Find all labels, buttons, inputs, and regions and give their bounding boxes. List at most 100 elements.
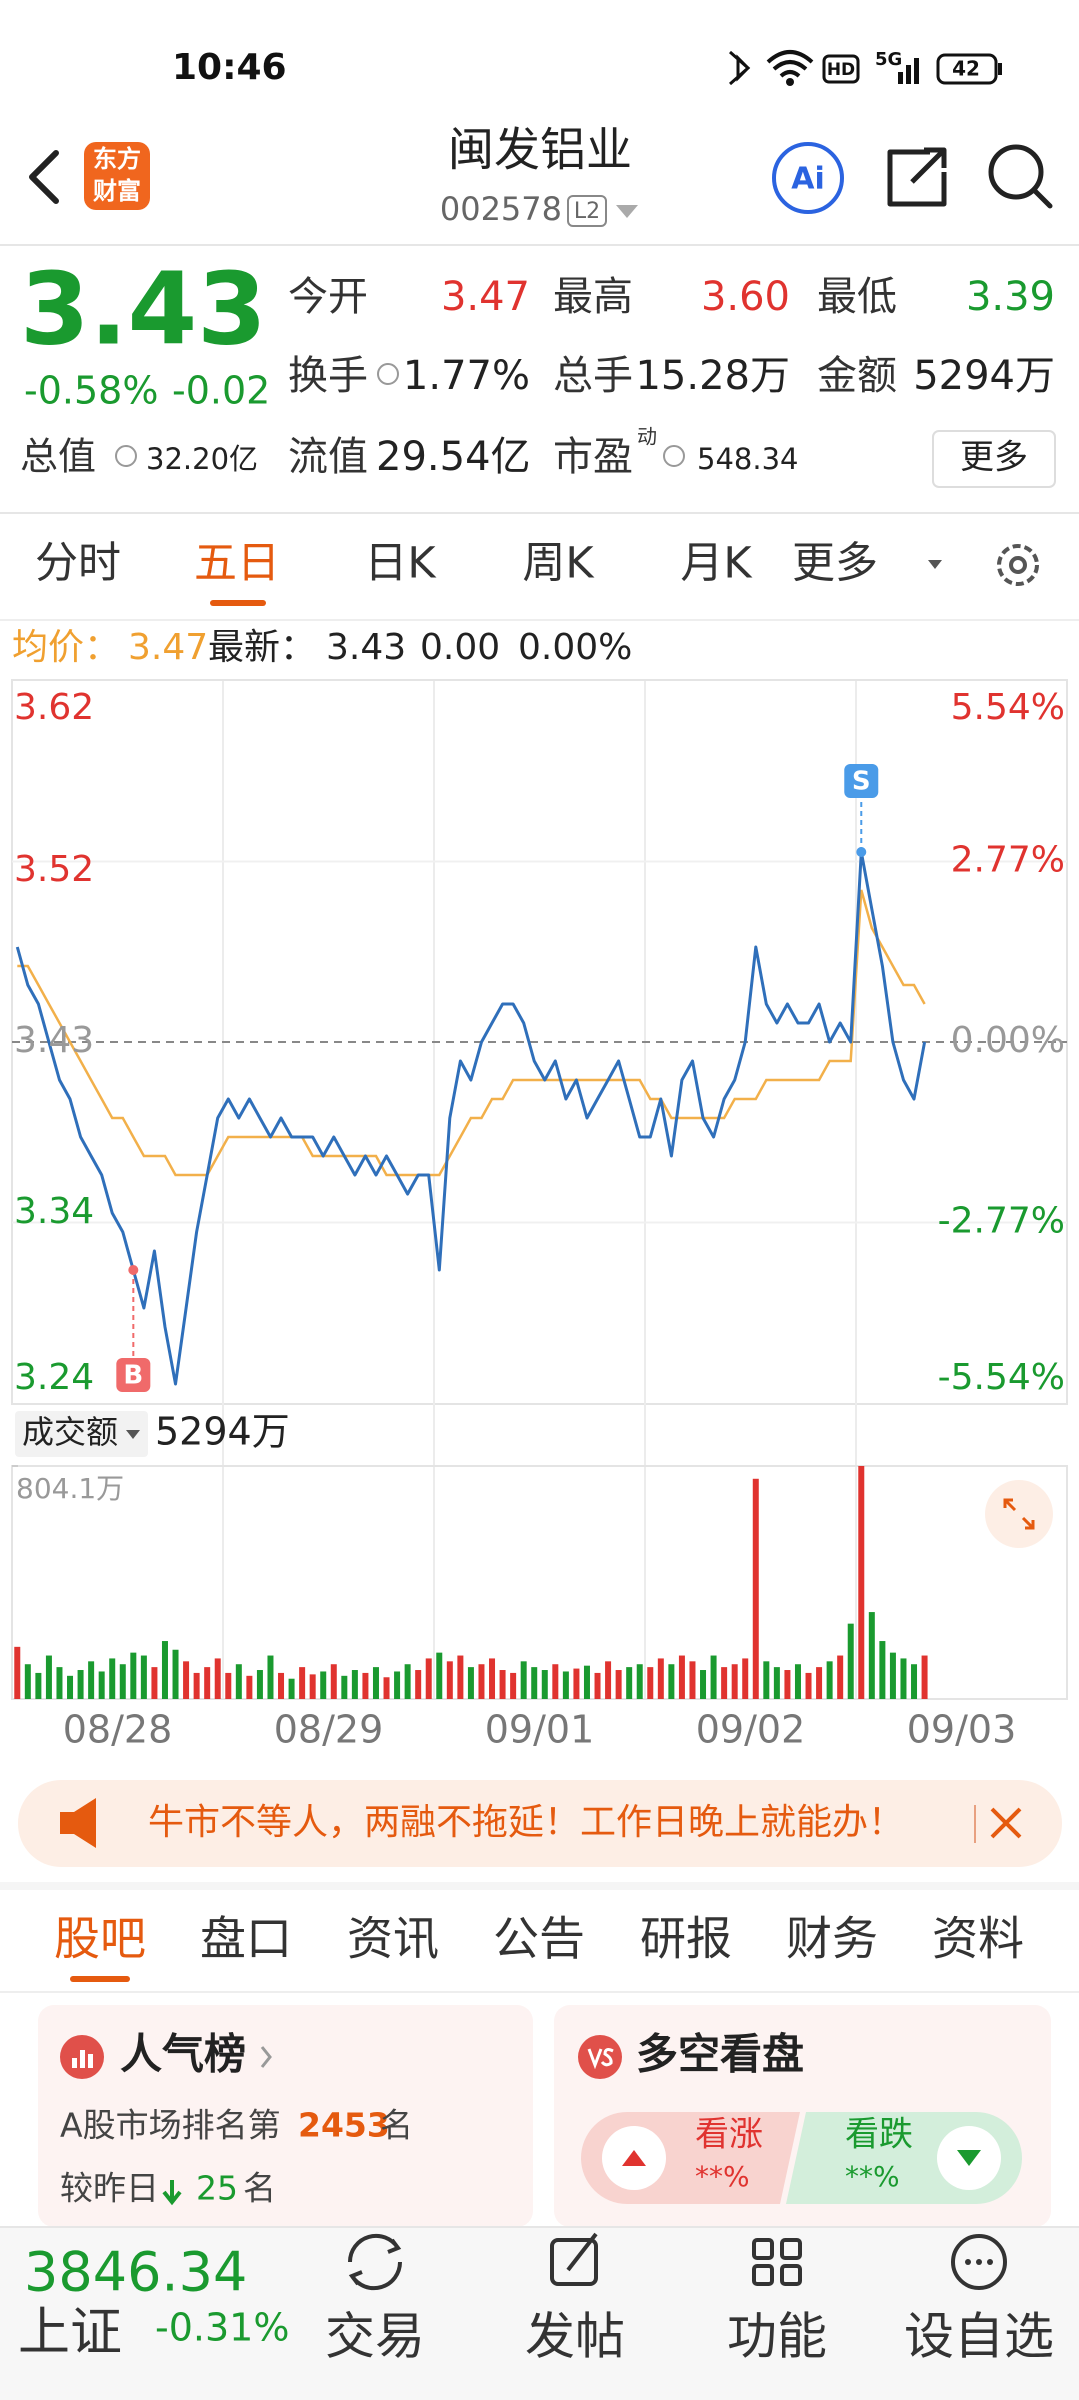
trade-icon[interactable] — [347, 2233, 403, 2291]
more-button[interactable] — [932, 430, 1056, 488]
tab-indicator — [210, 600, 266, 606]
field-value: 15.28万 — [635, 353, 790, 399]
index-change[interactable]: -0.31% — [155, 2306, 289, 2350]
signal-bar — [914, 58, 919, 84]
dropdown-arrow[interactable] — [928, 560, 942, 569]
info-icon[interactable] — [663, 445, 685, 467]
section-tab[interactable]: 研报 — [640, 1912, 732, 1966]
y-tick-label: 3.43 — [14, 1020, 94, 1061]
expand-button[interactable] — [985, 1480, 1053, 1548]
volume-bar — [67, 1675, 74, 1699]
index-value[interactable]: 3846.34 — [24, 2241, 247, 2304]
card-title: 人气榜 — [120, 2030, 246, 2079]
period-tab[interactable]: 五日 — [194, 539, 280, 589]
function-icon[interactable] — [780, 2264, 802, 2286]
y-tick-label: 3.52 — [14, 849, 94, 890]
battery-icon — [936, 53, 998, 85]
banner-text[interactable]: 牛市不等人，两融不拖延！工作日晚上就能办！ — [148, 1802, 904, 1843]
section-tab[interactable]: 盘口 — [200, 1912, 292, 1966]
volume-bar — [383, 1677, 390, 1699]
field-value: 3.47 — [441, 274, 530, 320]
volume-bar — [816, 1667, 823, 1699]
period-tab[interactable]: 分时 — [35, 539, 121, 589]
function-icon[interactable] — [752, 2264, 774, 2286]
bottom-action[interactable]: 交易 — [325, 2308, 425, 2366]
share-button[interactable] — [887, 147, 947, 207]
ai-button[interactable]: Ai — [791, 162, 825, 197]
promo-banner[interactable] — [18, 1780, 1062, 1867]
y2-tick-label: 2.77% — [951, 840, 1065, 881]
bottom-action[interactable]: 设自选 — [904, 2308, 1054, 2366]
search-button[interactable] — [1031, 187, 1053, 209]
section-tab[interactable]: 公告 — [493, 1912, 585, 1966]
volume-bar — [130, 1652, 137, 1699]
post-icon[interactable] — [550, 2238, 598, 2286]
settings-button[interactable] — [997, 544, 1039, 586]
function-icon[interactable] — [780, 2238, 802, 2260]
volume-total: 5294万 — [155, 1410, 290, 1454]
volume-selector[interactable] — [15, 1411, 148, 1457]
index-name[interactable]: 上证 — [18, 2303, 122, 2363]
info-icon[interactable] — [377, 363, 399, 385]
popularity-card[interactable] — [38, 2005, 533, 2227]
section-tab[interactable]: 资料 — [932, 1912, 1024, 1966]
bottom-action[interactable]: 发帖 — [525, 2308, 625, 2366]
y2-tick-label: 0.00% — [951, 1020, 1065, 1061]
volume-bar — [256, 1670, 263, 1699]
change-suffix: 名 — [243, 2169, 276, 2208]
level-badge: L2 — [574, 199, 600, 224]
volume-bar — [183, 1661, 190, 1699]
search-button[interactable] — [988, 144, 1044, 200]
function-icon[interactable] — [752, 2238, 774, 2260]
post-icon[interactable] — [566, 2232, 598, 2272]
dropdown-arrow[interactable] — [126, 1430, 140, 1439]
period-tab[interactable]: 日K — [364, 539, 437, 589]
volume-bar — [626, 1667, 633, 1699]
field-label: 市盈 — [553, 434, 633, 480]
volume-bar — [446, 1661, 453, 1699]
volume-bar — [415, 1670, 422, 1699]
down-arrow — [162, 2180, 182, 2206]
field-value: 3.39 — [966, 274, 1055, 320]
app-logo[interactable] — [84, 142, 150, 210]
volume-bar — [372, 1667, 379, 1699]
settings-button[interactable] — [1009, 556, 1027, 574]
field-label: 最高 — [553, 274, 633, 320]
bottom-action[interactable]: 功能 — [727, 2308, 827, 2366]
rank-suffix: 名 — [380, 2106, 413, 2145]
more-button-label[interactable]: 更多 — [960, 438, 1028, 478]
change-amount: -0.02 — [172, 369, 270, 413]
close-banner[interactable] — [990, 1807, 1022, 1839]
megaphone-icon — [60, 1798, 96, 1848]
battery-level: 42 — [952, 57, 980, 81]
period-tab[interactable]: 月K — [680, 539, 753, 589]
back-button[interactable] — [29, 150, 59, 204]
volume-bar — [583, 1665, 590, 1699]
status-network: 5G — [875, 49, 902, 70]
volume-bar — [826, 1661, 833, 1699]
ai-button-ring[interactable] — [772, 142, 844, 214]
section-tab[interactable]: 资讯 — [347, 1912, 439, 1966]
volume-bar — [562, 1671, 569, 1699]
bull-pct: **% — [695, 2160, 750, 2193]
period-tab[interactable]: 周K — [522, 539, 595, 589]
volume-bar — [541, 1670, 548, 1699]
section-tab[interactable]: 股吧 — [54, 1912, 146, 1966]
volume-bar — [900, 1658, 907, 1699]
y-tick-label: 3.24 — [14, 1357, 94, 1398]
volume-bar — [109, 1658, 116, 1699]
bull-label: 看涨 — [695, 2115, 763, 2155]
info-icon[interactable] — [115, 445, 137, 467]
period-tab[interactable]: 更多 — [792, 539, 878, 589]
volume-tick-label: 804.1万 — [16, 1472, 124, 1505]
bluetooth-icon — [729, 50, 751, 86]
watchlist-icon[interactable] — [951, 2234, 1007, 2290]
section-tab[interactable]: 财务 — [786, 1912, 878, 1966]
volume-selector-label[interactable]: 成交额 — [22, 1413, 118, 1451]
logo-text: 东方 — [93, 145, 141, 173]
dropdown-arrow[interactable] — [616, 205, 638, 218]
volume-bar — [879, 1641, 886, 1699]
volume-bar — [467, 1667, 474, 1699]
